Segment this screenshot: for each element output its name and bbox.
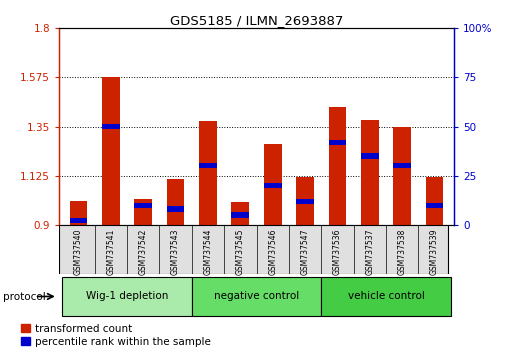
Text: GSM737541: GSM737541	[106, 229, 115, 275]
Bar	[328, 107, 346, 225]
Bar	[167, 179, 185, 225]
Bar	[361, 153, 379, 159]
Bar	[134, 199, 152, 225]
Text: GSM737537: GSM737537	[365, 229, 374, 275]
Text: GSM737545: GSM737545	[236, 229, 245, 275]
Bar	[199, 121, 217, 225]
Text: Wig-1 depletion: Wig-1 depletion	[86, 291, 168, 301]
Text: vehicle control: vehicle control	[348, 291, 424, 301]
Text: GSM737539: GSM737539	[430, 229, 439, 275]
Bar	[426, 177, 443, 225]
Bar	[102, 124, 120, 129]
FancyBboxPatch shape	[321, 276, 451, 316]
Text: protocol: protocol	[3, 292, 45, 302]
Text: GSM737543: GSM737543	[171, 229, 180, 275]
Bar	[361, 120, 379, 225]
Bar	[70, 201, 87, 225]
Bar	[296, 199, 314, 204]
Bar	[102, 78, 120, 225]
Text: negative control: negative control	[214, 291, 299, 301]
Title: GDS5185 / ILMN_2693887: GDS5185 / ILMN_2693887	[170, 14, 343, 27]
Bar	[264, 183, 282, 188]
Bar	[134, 202, 152, 208]
Text: GSM737536: GSM737536	[333, 229, 342, 275]
FancyBboxPatch shape	[62, 276, 192, 316]
Bar	[426, 202, 443, 208]
Bar	[167, 206, 185, 212]
Text: GSM737542: GSM737542	[139, 229, 148, 275]
Bar	[199, 163, 217, 169]
Text: GSM737540: GSM737540	[74, 229, 83, 275]
Bar	[231, 202, 249, 225]
Bar	[393, 163, 411, 169]
Bar	[231, 212, 249, 218]
Text: GSM737546: GSM737546	[268, 229, 277, 275]
Text: GSM737538: GSM737538	[398, 229, 407, 275]
Bar	[393, 126, 411, 225]
Bar	[328, 139, 346, 145]
Text: GSM737547: GSM737547	[301, 229, 309, 275]
FancyBboxPatch shape	[192, 276, 321, 316]
Legend: transformed count, percentile rank within the sample: transformed count, percentile rank withi…	[21, 324, 211, 347]
Bar	[296, 177, 314, 225]
Text: GSM737544: GSM737544	[204, 229, 212, 275]
Bar	[70, 218, 87, 223]
Bar	[264, 144, 282, 225]
